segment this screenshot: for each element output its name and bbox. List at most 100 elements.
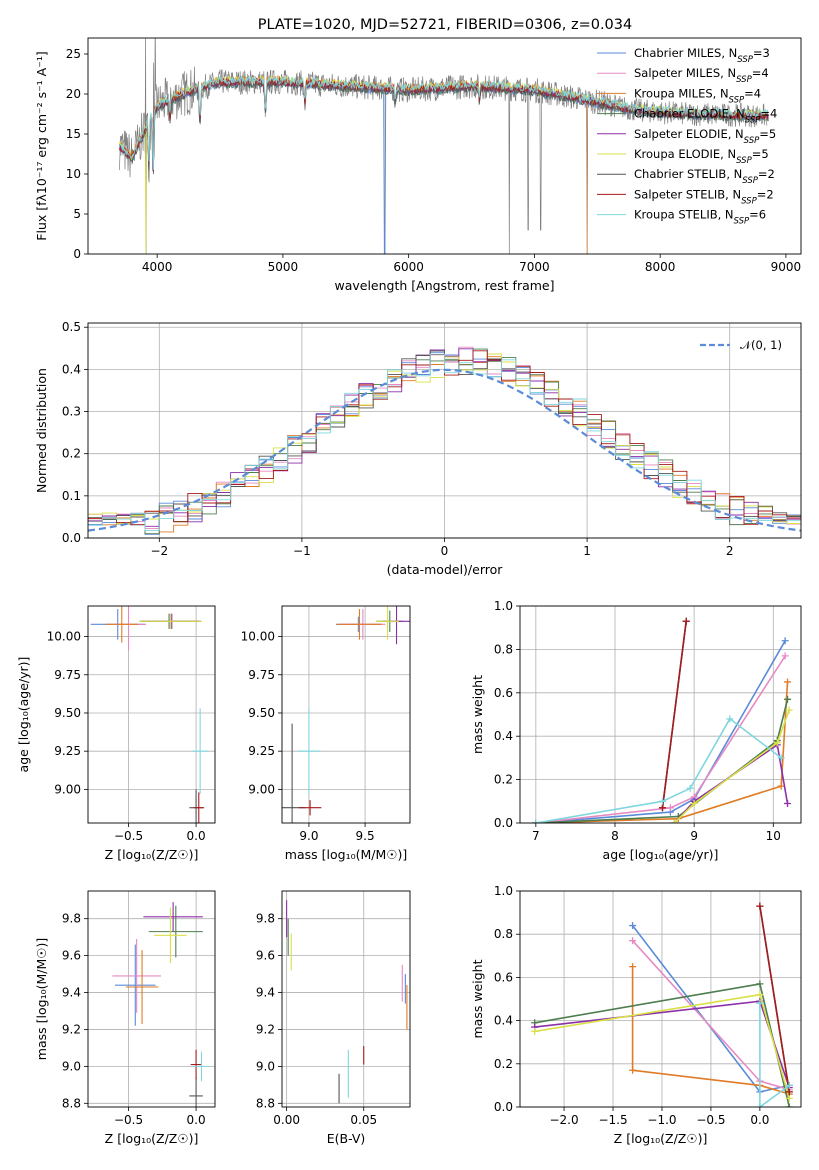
weight_vs_age-ylabel: mass weight	[470, 675, 485, 754]
residuals-ytick-label: 0.3	[62, 405, 81, 419]
kroupa_stelib-errorbar	[193, 1051, 210, 1082]
age_vs_mass-ytick-label: 9.00	[248, 782, 275, 796]
mass_vs_Z-plot-area	[112, 902, 210, 1107]
spectrum-frame	[87, 37, 802, 255]
legend-label-sub: SSP	[736, 75, 752, 85]
legend-label-text: Salpeter MILES, N	[634, 66, 736, 80]
mass_vs_Z-xtick-label: −0.5	[114, 1113, 143, 1127]
spectrum-ylabel: Flux [fλ10⁻¹⁷ erg cm⁻² s⁻¹ A⁻¹]	[34, 51, 49, 240]
residuals-ytick-label: 0.4	[62, 362, 81, 376]
weight_vs_Z-ytick-label: 0.0	[494, 1100, 513, 1114]
chabrier_stelib-errorbar	[189, 1077, 203, 1107]
legend-label-text: Kroupa STELIB, N	[634, 208, 734, 222]
salpeter_stelib-weight-line	[759, 905, 791, 1093]
kroupa_stelib-model-line	[119, 75, 769, 171]
chabrier_elodie-weight-marker	[756, 980, 764, 988]
age_vs_Z-xlabel: Z [log₁₀(Z/Z☉)]	[105, 847, 199, 862]
age_vs_Z-xtick-label: −0.5	[114, 829, 143, 843]
age_vs_mass-ytick-label: 9.75	[248, 668, 275, 682]
weight_vs_Z-frame	[519, 890, 802, 1108]
mass_vs_Z-ytick-label: 9.2	[62, 1022, 81, 1036]
weight_vs_Z-ytick-label: 0.8	[494, 927, 513, 941]
legend-label-chabrier_elodie: Chabrier ELODIE, NSSP=4	[634, 107, 777, 126]
weight_vs_Z-xtick-label: −0.5	[696, 1113, 725, 1127]
chabrier_miles-weight-marker	[629, 922, 637, 930]
salpeter_miles-weight-marker	[781, 652, 789, 660]
legend-label-chabrier_stelib: Chabrier STELIB, NSSP=2	[634, 167, 775, 186]
kroupa_elodie-weight-marker	[670, 819, 678, 823]
age_vs_Z-frame	[87, 605, 216, 824]
weight_vs_Z-plot-area	[531, 902, 793, 1107]
legend-label-text: Chabrier STELIB, N	[634, 167, 742, 181]
kroupa_miles-errorbar	[337, 609, 382, 640]
weight_vs_age-ytick-label: 0.8	[494, 642, 513, 656]
residuals-xtick-label: 0	[441, 544, 449, 558]
spectrum-xtick-label: 6000	[393, 260, 424, 274]
legend-label-text: Kroupa MILES, N	[634, 86, 729, 100]
spectrum-xtick-label: 8000	[645, 260, 676, 274]
legend-label-salpeter_miles: Salpeter MILES, NSSP=4	[634, 66, 769, 85]
legend-label-suffix: =2	[758, 167, 775, 181]
salpeter_elodie-errorbar	[143, 902, 203, 932]
residuals-ylabel: Normed distribution	[34, 368, 49, 493]
mass_vs_Z-xtick-label: 0.0	[187, 1113, 206, 1127]
residuals-ytick-label: 0.0	[62, 531, 81, 545]
residuals-plot-area	[88, 346, 801, 535]
kroupa_miles-weight-marker	[784, 678, 792, 686]
age_vs_mass-ytick-label: 10.00	[241, 630, 275, 644]
salpeter_stelib-weight-line	[661, 621, 687, 808]
weight_vs_Z-xtick-label: −1.5	[598, 1113, 627, 1127]
spectrum-xlabel: wavelength [Angstrom, rest frame]	[334, 278, 554, 293]
legend-label-sub: SSP	[737, 55, 753, 65]
salpeter_stelib-weight-marker	[658, 804, 666, 812]
spectrum-title: PLATE=1020, MJD=52721, FIBERID=0306, z=0…	[258, 17, 632, 33]
age_vs_mass-ytick-label: 9.50	[248, 706, 275, 720]
legend-label-sub: SSP	[736, 156, 752, 166]
kroupa_miles-errorbar	[125, 950, 159, 1024]
kroupa_stelib-weight-marker	[756, 1103, 764, 1107]
kroupa_miles-weight-marker	[777, 782, 785, 790]
legend-label-suffix: =2	[757, 187, 774, 201]
weight_vs_Z-ytick-label: 1.0	[494, 884, 513, 898]
kroupa_stelib-weight-marker	[785, 1081, 793, 1089]
legend-label-sub: SSP	[741, 196, 757, 206]
legend-label-text: Kroupa ELODIE, N	[634, 147, 736, 161]
spectrum-ytick-label: 5	[73, 207, 81, 221]
weight_vs_age-ytick-label: 0.6	[494, 686, 513, 700]
age_vs_mass-panel: 9.0 9.5 9.00 9.25 9.50 9.75 10.00 mass [log₁₀(M…	[241, 605, 411, 862]
salpeter_elodie-weight-marker	[784, 799, 792, 807]
legend-label-suffix: =4	[744, 86, 761, 100]
weight_vs_Z-ytick-label: 0.6	[494, 970, 513, 984]
salpeter_miles-weight-marker	[629, 937, 637, 945]
legend-label-suffix: =4	[760, 107, 777, 121]
weight_vs_age-ytick-label: 0.4	[494, 729, 513, 743]
age_vs_mass-frame	[281, 605, 411, 824]
weight_vs_Z-panel: −2.0 −1.5 −1.0 −0.5 0.0 0.0 0.2 0.4 0.6 0.8 1.0 Z […	[470, 884, 802, 1146]
kroupa_miles-weight-marker	[629, 1066, 637, 1074]
legend-label-text: Chabrier ELODIE, N	[634, 107, 745, 121]
legend-label-sub: SSP	[745, 116, 761, 126]
kroupa_elodie-weight-marker	[785, 706, 793, 714]
age_vs_mass-plot-area	[282, 606, 410, 823]
weight_vs_age-xtick-label: 10	[766, 829, 781, 843]
kroupa_miles-errorbar	[105, 606, 138, 643]
weight_vs_Z-ylabel: mass weight	[470, 959, 485, 1038]
mass_vs_ebv-plot-area	[286, 900, 408, 1104]
kroupa_stelib-weight-line	[535, 717, 782, 823]
spectrum-xtick-label: 4000	[142, 260, 173, 274]
mass_vs_Z-ytick-label: 9.6	[62, 949, 81, 963]
kroupa_stelib-weight-marker	[686, 784, 694, 792]
salpeter_stelib-errorbar	[193, 792, 205, 823]
kroupa_stelib-weight-marker	[658, 797, 666, 805]
legend-label-kroupa_stelib: Kroupa STELIB, NSSP=6	[634, 208, 766, 227]
weight_vs_age-frame	[519, 605, 802, 824]
chabrier_elodie-weight-marker	[785, 1103, 793, 1107]
kroupa_stelib-weight-marker	[726, 715, 734, 723]
age_vs_Z-ylabel: age [log₁₀(age/yr)]	[16, 657, 31, 773]
kroupa_stelib-errorbar	[192, 708, 209, 794]
mass_vs_Z-ylabel: mass [log₁₀(M/M☉)]	[34, 938, 49, 1060]
salpeter_elodie-weight-line	[673, 743, 789, 823]
age_vs_Z-panel: −0.5 0.0 9.00 9.25 9.50 9.75 10.00 Z [log₁₀(Z/Z…	[16, 605, 216, 862]
kroupa_elodie-errorbar	[139, 613, 202, 629]
